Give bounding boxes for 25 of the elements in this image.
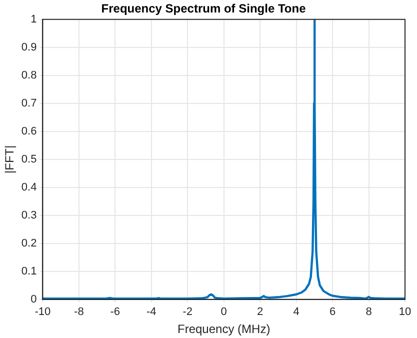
y-tick-label: 0.3 [21, 209, 37, 222]
y-tick-label: 0.7 [21, 97, 37, 110]
y-tick-label: 0.5 [21, 153, 37, 166]
x-tick-label: 8 [366, 306, 372, 318]
x-tick-label: -6 [110, 306, 120, 318]
x-tick-label: -2 [182, 306, 193, 318]
y-tick-label: 0.4 [21, 181, 37, 194]
y-tick-label: 0.6 [21, 125, 37, 138]
x-tick-label: -8 [74, 306, 84, 318]
x-tick-label: -10 [34, 306, 51, 318]
y-tick-label: 0.9 [21, 41, 37, 54]
y-tick-label: 1 [30, 13, 37, 26]
x-axis-title: Frequency (MHz) [178, 322, 270, 336]
x-tick-label: 6 [329, 306, 336, 318]
x-tick-label: -4 [146, 306, 156, 318]
y-tick-label: 0.1 [21, 265, 37, 278]
x-tick-label: 2 [257, 306, 264, 318]
y-tick-label: 0.2 [21, 237, 37, 250]
x-tick-label: 4 [293, 306, 300, 318]
x-tick-label: 10 [398, 306, 412, 318]
x-tick-label: 0 [220, 306, 227, 318]
y-tick-label: 0.8 [21, 69, 37, 82]
y-tick-label: 0 [30, 293, 37, 306]
y-axis-title: |FFT| [2, 145, 17, 174]
chart-title: Frequency Spectrum of Single Tone [101, 2, 306, 16]
